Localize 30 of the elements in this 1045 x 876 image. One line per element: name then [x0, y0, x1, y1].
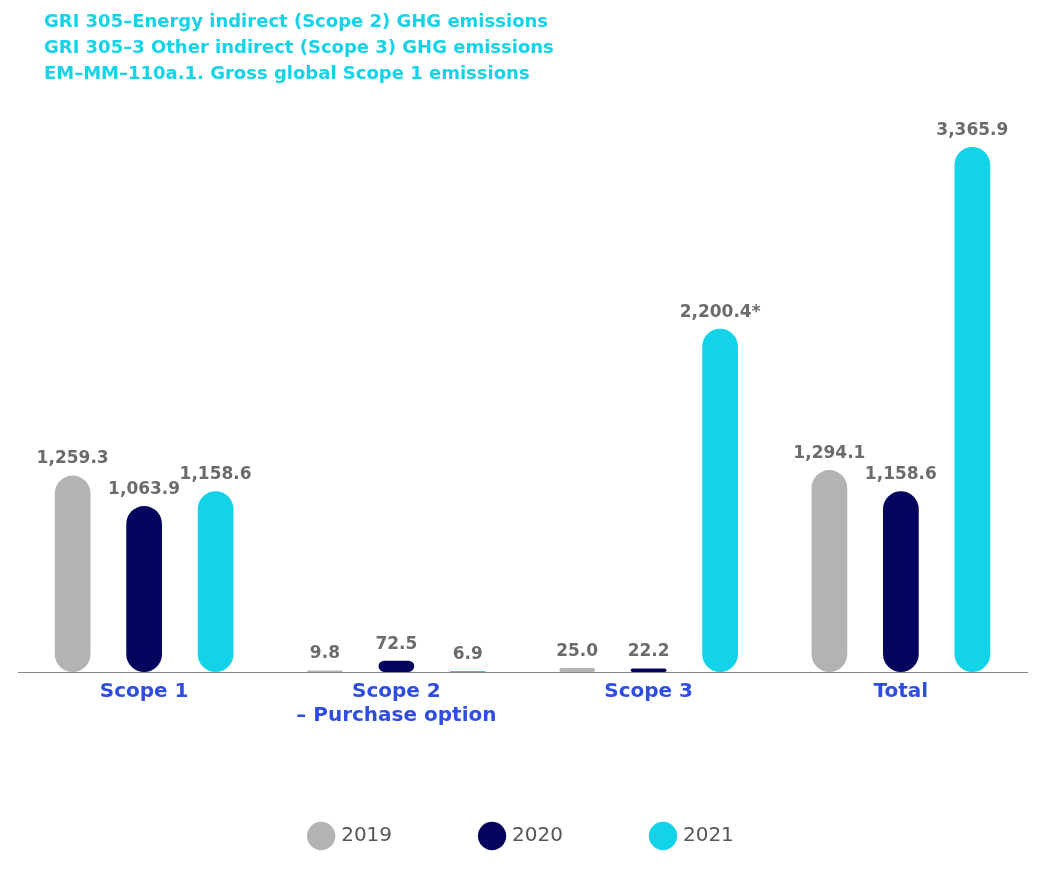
bar	[559, 668, 596, 672]
bar	[883, 491, 919, 672]
bar	[126, 506, 162, 672]
text: EM–MM–110a.1. Gross global Scope 1 emissions	[44, 61, 531, 85]
bar	[197, 491, 234, 672]
data-label: 22.2	[627, 640, 670, 661]
data-label: 6.9	[452, 642, 483, 663]
data-label: 1,158.6	[179, 463, 252, 484]
data-label: 3,365.9	[936, 118, 1009, 139]
bar	[54, 475, 91, 672]
text: GRI 305–3 Other indirect (Scope 3) GHG emissions	[44, 35, 555, 59]
data-label: 25.0	[556, 640, 599, 661]
data-label: 1,259.3	[36, 447, 109, 468]
bar	[811, 470, 848, 672]
legend-label: 2019	[341, 822, 393, 847]
data-label: 9.8	[309, 642, 340, 663]
x-tick-label: Scope 2 – Purchase option	[296, 678, 497, 727]
text: GRI 305–Energy indirect (Scope 2) GHG emissions	[44, 9, 550, 33]
x-tick-label: Scope 1	[99, 678, 189, 703]
bar	[954, 146, 991, 672]
bar	[702, 328, 738, 672]
data-label: 1,063.9	[108, 477, 181, 498]
x-tick-label: Total	[873, 678, 929, 703]
data-label: 72.5	[375, 632, 418, 653]
data-label: 1,158.6	[864, 463, 937, 484]
data-label: 2,200.4*	[679, 300, 761, 321]
legend-label: 2021	[682, 822, 734, 847]
x-tick-label: Scope 3	[604, 678, 694, 703]
data-label: 1,294.1	[793, 442, 866, 463]
legend-label: 2020	[512, 822, 563, 847]
